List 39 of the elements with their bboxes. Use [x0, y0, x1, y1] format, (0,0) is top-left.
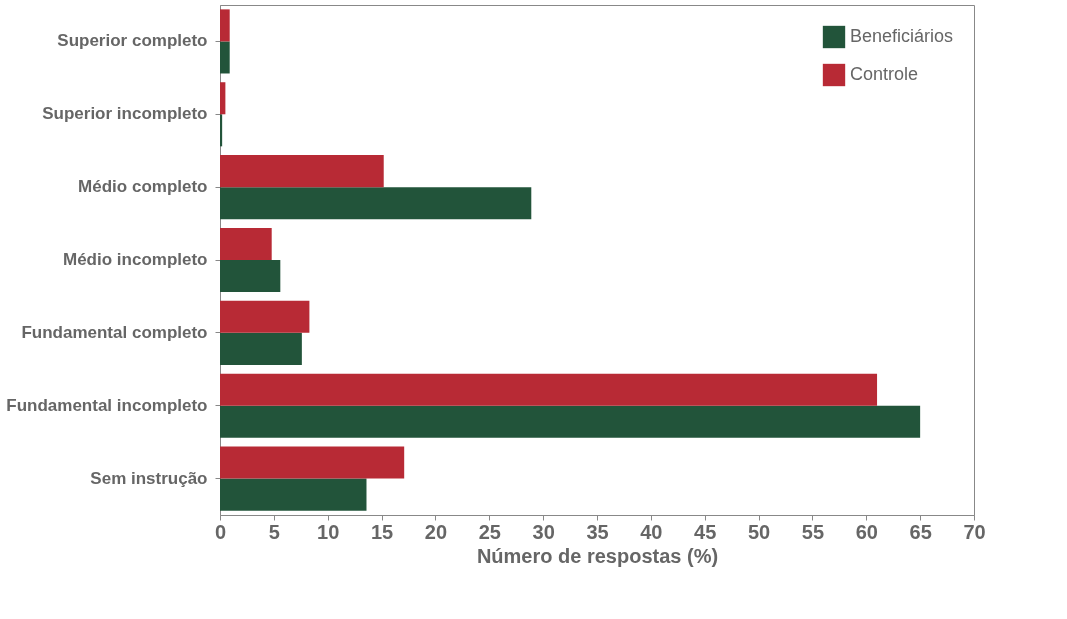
x-tick-label: 55: [801, 520, 825, 543]
x-tick-label: 50: [747, 520, 771, 543]
x-tick-label: 70: [963, 520, 986, 543]
bar: [220, 82, 226, 115]
bar: [220, 155, 384, 188]
bar: [220, 373, 878, 406]
x-tick-label: 25: [478, 520, 501, 543]
x-tick-label: 30: [532, 520, 555, 543]
x-tick-label: 0: [214, 520, 227, 543]
x-tick-label: 5: [268, 520, 280, 543]
bar: [220, 41, 230, 74]
y-tick-label: Superior completo: [57, 31, 208, 51]
bar: [220, 9, 230, 42]
bar: [220, 260, 281, 293]
y-tick-label: Médio completo: [78, 177, 208, 197]
bar: [220, 405, 921, 438]
x-tick-label: 45: [694, 520, 717, 543]
bar: [220, 300, 310, 333]
bar: [220, 478, 367, 511]
legend-label: Beneficiários: [850, 26, 954, 46]
bar: [220, 227, 272, 260]
y-tick-label: Fundamental incompleto: [6, 395, 208, 415]
y-tick-label: Médio incompleto: [63, 250, 208, 269]
y-tick-label: Superior incompleto: [42, 104, 208, 124]
bar: [220, 446, 405, 479]
x-tick-label: 20: [424, 520, 448, 543]
bar: [220, 187, 532, 220]
bar: [220, 114, 223, 147]
x-tick-label: 35: [586, 520, 609, 543]
bar: [220, 332, 302, 365]
x-tick-label: 15: [370, 520, 394, 543]
legend-label: Controle: [850, 64, 919, 84]
x-axis-title: Número de respostas (%): [476, 544, 719, 567]
x-tick-label: 60: [855, 520, 878, 543]
y-tick-label: Fundamental completo: [21, 322, 208, 342]
y-tick-label: Sem instrução: [90, 468, 208, 488]
x-tick-label: 10: [317, 520, 340, 543]
x-tick-label: 40: [640, 520, 663, 543]
x-tick-label: 65: [909, 520, 932, 543]
